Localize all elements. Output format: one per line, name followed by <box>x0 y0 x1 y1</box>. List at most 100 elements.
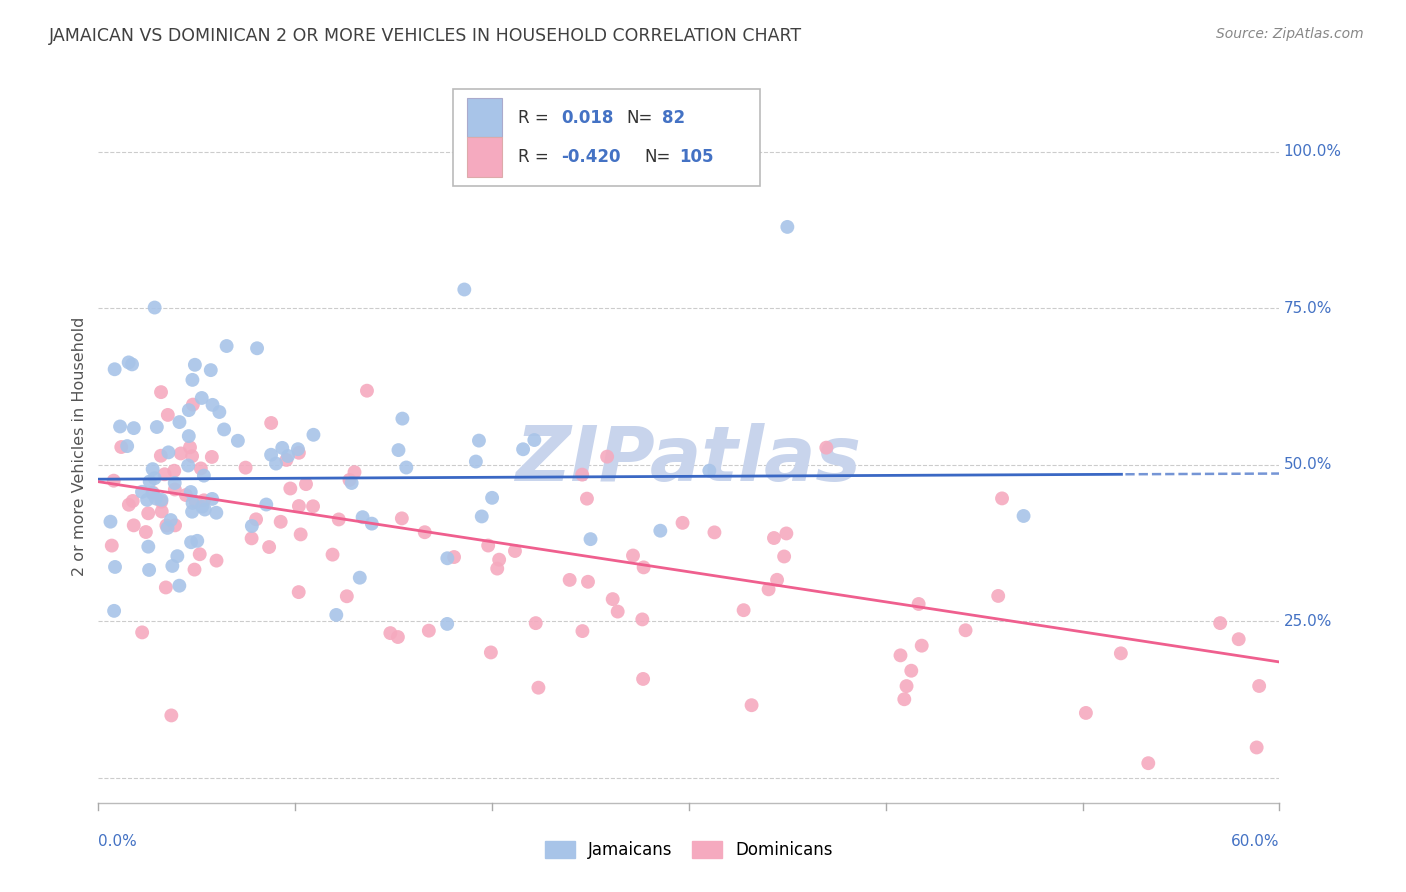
Point <box>174 488 197 502</box>
Point <box>118 498 141 512</box>
Bar <box>453 89 759 186</box>
Point <box>576 574 599 589</box>
Point <box>671 516 693 530</box>
Text: 60.0%: 60.0% <box>1232 834 1279 849</box>
Point <box>264 457 287 471</box>
Point <box>758 582 780 597</box>
Point <box>156 408 179 422</box>
Point <box>205 506 228 520</box>
Text: N=: N= <box>644 148 671 166</box>
Point <box>322 548 344 562</box>
Point <box>464 454 486 468</box>
Point <box>302 500 325 514</box>
Point <box>235 460 257 475</box>
Point <box>328 512 350 526</box>
Point <box>360 516 382 531</box>
Point <box>155 518 177 533</box>
Point <box>257 540 280 554</box>
Point <box>104 560 127 574</box>
Point <box>163 483 186 497</box>
Point <box>288 499 311 513</box>
Point <box>1109 646 1132 660</box>
Point <box>156 521 179 535</box>
Point <box>153 467 176 482</box>
Point <box>479 645 502 659</box>
Point <box>762 531 785 545</box>
Text: 50.0%: 50.0% <box>1284 458 1331 472</box>
Point <box>418 624 440 638</box>
Point <box>391 411 413 425</box>
Point <box>650 524 672 538</box>
Text: 25.0%: 25.0% <box>1284 614 1331 629</box>
Point <box>579 532 602 546</box>
Point <box>121 494 143 508</box>
Point <box>181 505 204 519</box>
Point <box>571 624 593 638</box>
Point <box>1249 679 1271 693</box>
Point <box>150 504 173 518</box>
Point <box>277 449 299 463</box>
Point <box>180 535 202 549</box>
Point <box>150 385 173 400</box>
Point <box>270 515 292 529</box>
Point <box>193 493 215 508</box>
Legend: Jamaicans, Dominicans: Jamaicans, Dominicans <box>538 834 839 866</box>
Point <box>987 589 1010 603</box>
Point <box>558 573 581 587</box>
Y-axis label: 2 or more Vehicles in Household: 2 or more Vehicles in Household <box>72 317 87 575</box>
Point <box>302 427 325 442</box>
Point <box>191 500 214 514</box>
Point <box>183 563 205 577</box>
Point <box>115 439 138 453</box>
Point <box>295 477 318 491</box>
Point <box>136 540 159 554</box>
Point <box>186 533 208 548</box>
Point <box>201 450 224 464</box>
Point <box>184 358 207 372</box>
Point <box>181 496 204 510</box>
Text: ZIPatlas: ZIPatlas <box>516 424 862 497</box>
Point <box>1209 616 1232 631</box>
Point <box>163 475 186 490</box>
Point <box>287 585 309 599</box>
Point <box>260 448 283 462</box>
Point <box>240 532 263 546</box>
Point <box>380 626 402 640</box>
Point <box>703 525 725 540</box>
Point <box>142 485 165 500</box>
Point <box>733 603 755 617</box>
Point <box>104 362 127 376</box>
Point <box>143 471 166 485</box>
Point <box>387 443 409 458</box>
Point <box>527 681 550 695</box>
Point <box>194 502 217 516</box>
Point <box>100 515 122 529</box>
Point <box>471 509 494 524</box>
Point <box>149 449 172 463</box>
Point <box>143 301 166 315</box>
Point <box>131 625 153 640</box>
Point <box>741 698 763 713</box>
Point <box>352 510 374 524</box>
Point <box>177 458 200 473</box>
Point <box>889 648 911 663</box>
Point <box>575 491 598 506</box>
Point <box>287 442 309 457</box>
Point <box>606 605 628 619</box>
Point <box>815 441 838 455</box>
Text: R =: R = <box>517 148 548 166</box>
Point <box>169 579 191 593</box>
Point <box>468 434 491 448</box>
Point <box>260 416 283 430</box>
Point <box>170 446 193 460</box>
Point <box>524 616 547 631</box>
Text: 82: 82 <box>662 109 685 127</box>
Point <box>163 464 186 478</box>
Point <box>893 692 915 706</box>
Point <box>1012 508 1035 523</box>
Point <box>1246 740 1268 755</box>
Point <box>477 539 499 553</box>
Point <box>181 449 204 463</box>
Point <box>436 551 458 566</box>
Point <box>523 433 546 447</box>
